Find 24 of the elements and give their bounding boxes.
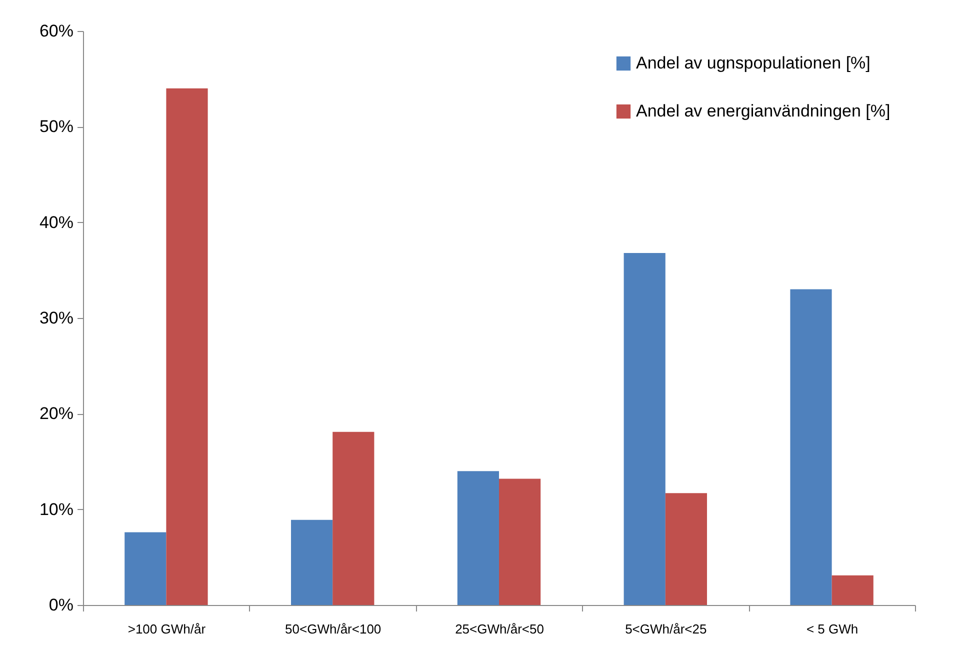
bar [457, 471, 499, 605]
y-tick-label: 0% [48, 596, 74, 614]
bar [832, 575, 874, 605]
y-tick-label: 20% [39, 404, 74, 424]
bar [624, 252, 666, 605]
x-tick-label: 50<GWh/år<100 [285, 622, 382, 636]
y-tick-label: 50% [39, 117, 74, 136]
x-tick-label: >100 GWh/år [128, 622, 206, 636]
x-tick-label: 25<GWh/år<50 [455, 622, 544, 636]
y-tick-label: 10% [39, 500, 74, 519]
bar [332, 432, 374, 605]
bar [124, 532, 166, 605]
legend-label: Andel av ugnspopulationen [%] [636, 54, 870, 72]
bar [166, 88, 208, 605]
legend-label: Andel av energianvändningen [%] [636, 102, 890, 120]
bar [665, 493, 707, 605]
bar [790, 289, 832, 605]
bar [291, 520, 333, 605]
y-tick-label: 40% [39, 212, 74, 232]
bar [499, 478, 541, 605]
x-tick-label: < 5 GWh [806, 622, 858, 636]
y-tick-label: 30% [39, 308, 74, 328]
y-tick-label: 60% [39, 22, 74, 40]
x-tick-label: 5<GWh/år<25 [625, 622, 707, 636]
